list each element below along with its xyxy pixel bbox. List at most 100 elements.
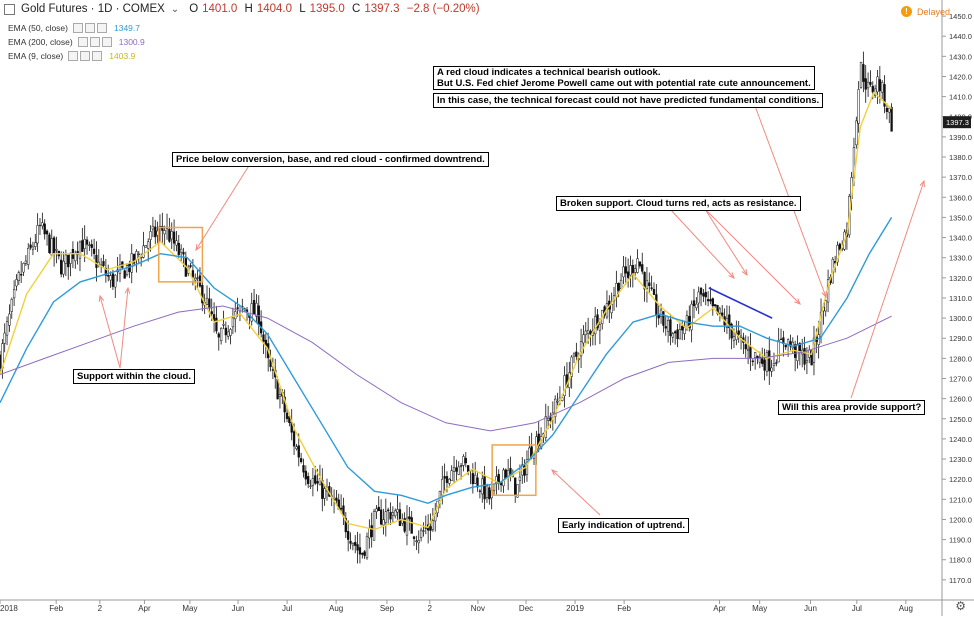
candle-body bbox=[514, 477, 517, 496]
x-tick-label: Jun bbox=[804, 604, 817, 613]
candle-body bbox=[768, 350, 771, 372]
chevron-down-icon[interactable]: ⌄ bbox=[170, 3, 180, 15]
candle-body bbox=[699, 287, 703, 295]
x-tick-label: Feb bbox=[617, 604, 631, 613]
clock-icon: ! bbox=[900, 6, 912, 17]
candle-body bbox=[38, 224, 42, 227]
close-icon[interactable] bbox=[97, 23, 107, 33]
candle-body bbox=[485, 485, 489, 498]
candle-body bbox=[676, 329, 679, 339]
eye-icon[interactable] bbox=[68, 51, 79, 61]
high-value: 1404.0 bbox=[256, 3, 293, 15]
candle-body bbox=[128, 264, 131, 272]
candle-body bbox=[48, 234, 51, 254]
candle-body bbox=[354, 541, 357, 546]
indicator-ema200[interactable]: EMA (200, close) 1300.9 bbox=[8, 37, 145, 47]
candle-body bbox=[718, 308, 722, 314]
annotation-will-support: Will this area provide support? bbox=[778, 400, 926, 415]
annotation-arrowhead bbox=[919, 179, 925, 188]
candle-body bbox=[198, 275, 202, 287]
x-tick-label: Aug bbox=[329, 604, 343, 613]
candle-body bbox=[554, 398, 557, 417]
candle-body bbox=[372, 511, 376, 541]
candle-body bbox=[669, 319, 672, 336]
gear-icon[interactable] bbox=[89, 37, 100, 47]
candle-body bbox=[443, 476, 446, 479]
x-tick-label: Jul bbox=[852, 604, 862, 613]
candle-body bbox=[497, 474, 500, 483]
candle-body bbox=[27, 248, 30, 265]
delayed-badge[interactable]: ! Delayed bbox=[900, 6, 950, 17]
candle-body bbox=[471, 473, 475, 485]
candle-body bbox=[170, 231, 173, 240]
candle-body bbox=[311, 478, 315, 486]
y-tick-label: 1230.0 bbox=[949, 455, 972, 464]
close-label: C bbox=[352, 3, 361, 15]
candle-body bbox=[697, 291, 700, 304]
indicator-ema9[interactable]: EMA (9, close) 1403.9 bbox=[8, 51, 135, 61]
candle-body bbox=[645, 280, 649, 289]
candle-body bbox=[231, 317, 235, 328]
candle-body bbox=[208, 298, 211, 309]
candle-body bbox=[149, 231, 152, 240]
candle-body bbox=[17, 272, 20, 282]
candle-body bbox=[424, 527, 427, 529]
candle-body bbox=[15, 279, 18, 287]
candle-body bbox=[222, 324, 225, 326]
candle-body bbox=[441, 479, 444, 496]
candle-body bbox=[351, 543, 355, 546]
candle-body bbox=[78, 241, 82, 259]
candle-body bbox=[88, 244, 91, 246]
candle-body bbox=[474, 474, 477, 484]
candle-body bbox=[74, 253, 77, 262]
candle-body bbox=[29, 244, 32, 248]
candle-body bbox=[90, 244, 93, 248]
eye-icon[interactable] bbox=[73, 23, 83, 33]
candle-body bbox=[125, 265, 129, 276]
candle-body bbox=[758, 356, 762, 363]
candle-body bbox=[563, 375, 566, 397]
close-icon[interactable] bbox=[101, 37, 112, 47]
candle-body bbox=[382, 519, 385, 526]
settings-gear-icon[interactable]: ⚙ bbox=[955, 599, 966, 613]
candle-body bbox=[339, 507, 343, 510]
candle-body bbox=[570, 356, 573, 377]
candle-body bbox=[575, 351, 578, 357]
annotation-arrowhead bbox=[551, 469, 558, 476]
symbol-title[interactable]: Gold Futures · 1D · COMEX bbox=[21, 3, 165, 15]
low-value: 1395.0 bbox=[309, 3, 345, 15]
candle-body bbox=[452, 467, 456, 472]
candle-body bbox=[890, 106, 893, 132]
candle-body bbox=[579, 341, 583, 357]
annotation-arrow bbox=[704, 208, 748, 276]
candle-body bbox=[292, 431, 296, 447]
candle-body bbox=[737, 330, 740, 335]
candle-body bbox=[85, 239, 89, 245]
candle-body bbox=[349, 540, 352, 544]
y-tick-label: 1340.0 bbox=[949, 234, 972, 243]
x-tick-label: Jul bbox=[282, 604, 292, 613]
candle-body bbox=[565, 374, 569, 387]
candle-body bbox=[572, 353, 576, 357]
gear-icon[interactable] bbox=[80, 51, 91, 61]
candle-body bbox=[419, 529, 423, 538]
indicator-buttons[interactable] bbox=[68, 51, 104, 61]
candle-body bbox=[177, 242, 180, 255]
annotation-arrowhead bbox=[98, 294, 105, 303]
indicator-buttons[interactable] bbox=[73, 23, 109, 33]
eye-icon[interactable] bbox=[77, 37, 88, 47]
candle-body bbox=[706, 299, 710, 302]
candle-body bbox=[365, 536, 369, 559]
close-icon[interactable] bbox=[92, 51, 103, 61]
annotation-arrow bbox=[119, 287, 129, 369]
y-tick-label: 1240.0 bbox=[949, 435, 972, 444]
indicator-ema50[interactable]: EMA (50, close) 1349.7 bbox=[8, 23, 140, 33]
plot-background bbox=[0, 0, 942, 600]
candle-body bbox=[307, 476, 310, 485]
gear-icon[interactable] bbox=[85, 23, 95, 33]
candle-body bbox=[43, 223, 46, 235]
candle-body bbox=[786, 339, 790, 345]
indicator-buttons[interactable] bbox=[77, 37, 114, 47]
candle-body bbox=[478, 490, 482, 492]
candle-body bbox=[191, 270, 195, 278]
